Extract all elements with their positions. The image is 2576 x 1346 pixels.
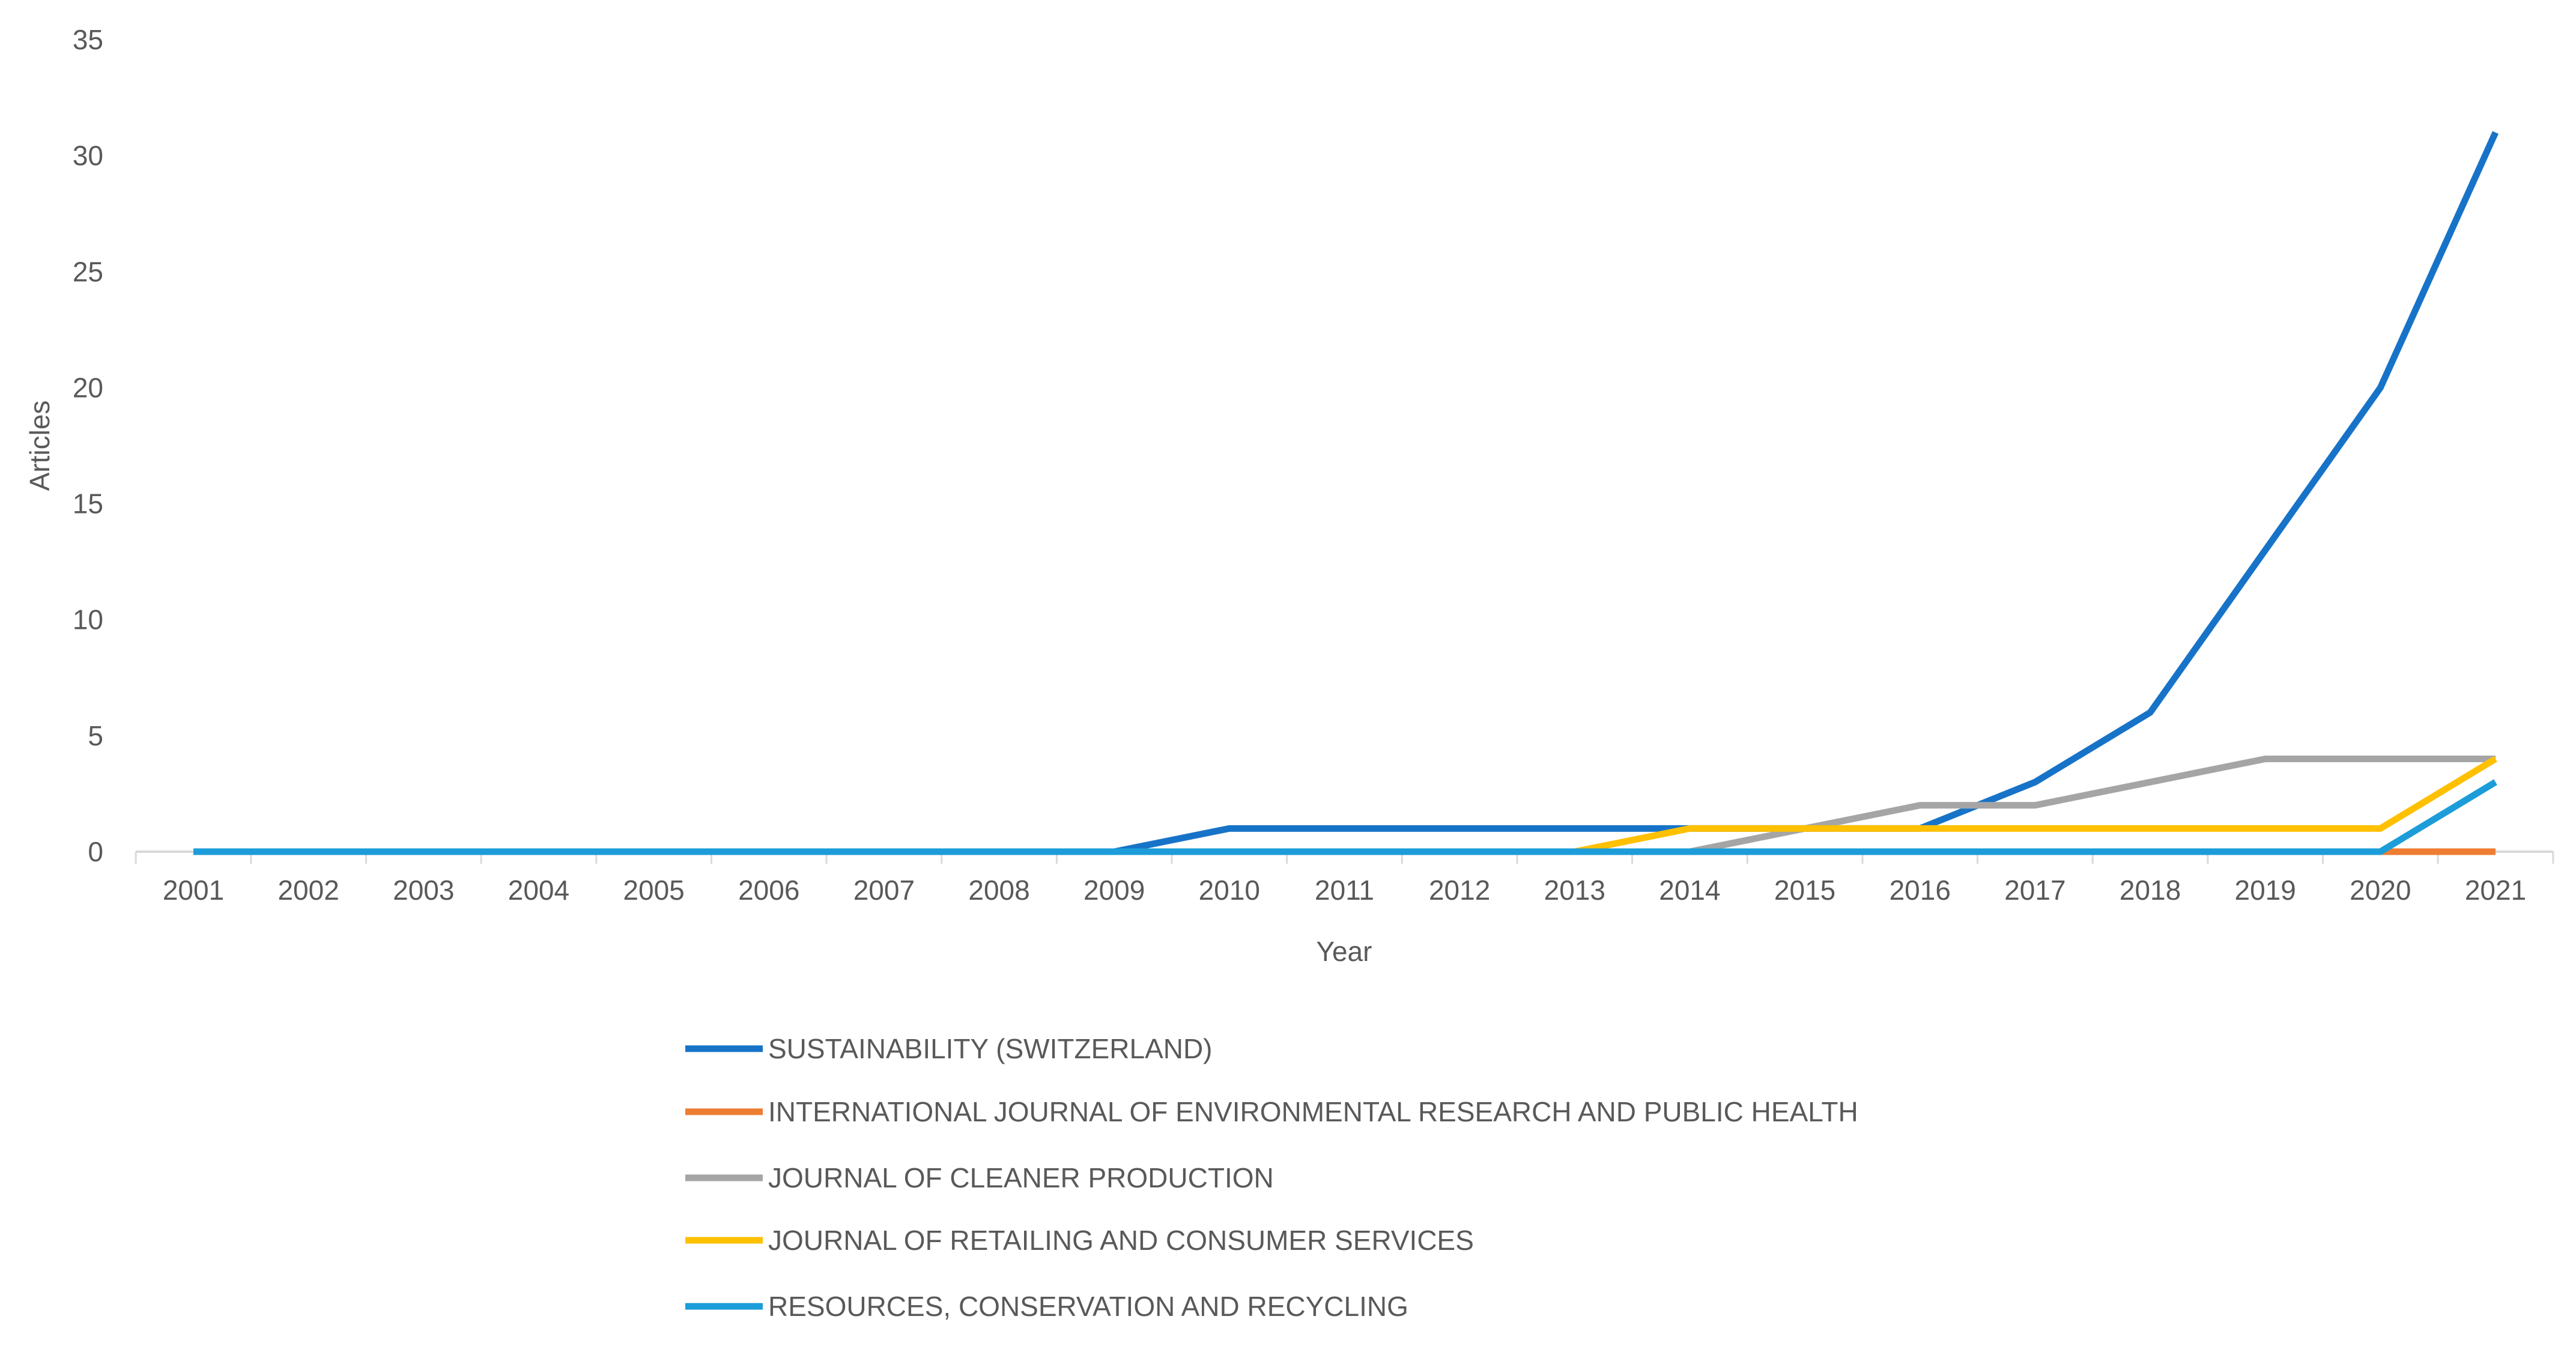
x-tick-label: 2001 xyxy=(163,875,224,906)
legend-item: JOURNAL OF CLEANER PRODUCTION xyxy=(685,1162,1274,1193)
x-tick-label: 2010 xyxy=(1199,875,1260,906)
x-tick-label: 2014 xyxy=(1659,875,1720,906)
y-tick-label: 30 xyxy=(73,140,103,171)
legend-label: RESOURCES, CONSERVATION AND RECYCLING xyxy=(768,1291,1408,1322)
legend-label: JOURNAL OF RETAILING AND CONSUMER SERVIC… xyxy=(768,1225,1474,1256)
x-tick-label: 2011 xyxy=(1315,875,1374,906)
y-tick-label: 5 xyxy=(88,720,103,751)
x-tick-label: 2019 xyxy=(2235,875,2296,906)
series-line-4 xyxy=(193,779,2497,855)
y-tick-label: 20 xyxy=(73,372,103,403)
x-tick-label: 2017 xyxy=(2004,875,2065,906)
x-tick-label: 2016 xyxy=(1890,875,1951,906)
x-tick-label: 2018 xyxy=(2120,875,2181,906)
x-tick-label: 2012 xyxy=(1429,875,1490,906)
x-tick-label: 2020 xyxy=(2350,875,2411,906)
legend-item: SUSTAINABILITY (SWITZERLAND) xyxy=(685,1033,1213,1064)
series-line-0 xyxy=(193,131,2499,855)
x-tick-label: 2008 xyxy=(968,875,1029,906)
x-tick-label: 2007 xyxy=(853,875,915,906)
legend-label: SUSTAINABILITY (SWITZERLAND) xyxy=(768,1033,1213,1064)
x-tick-label: 2013 xyxy=(1544,875,1605,906)
y-tick-label: 25 xyxy=(73,256,103,287)
legend-item: INTERNATIONAL JOURNAL OF ENVIRONMENTAL R… xyxy=(685,1096,1858,1127)
legend: SUSTAINABILITY (SWITZERLAND) INTERNATIONA… xyxy=(685,1033,1858,1322)
x-axis-title: Year xyxy=(1317,936,1372,967)
series-lines xyxy=(193,131,2499,855)
legend-label: JOURNAL OF CLEANER PRODUCTION xyxy=(768,1162,1274,1193)
x-axis: 2001 2002 2003 2004 2005 2006 2007 2008 2009 2010… xyxy=(135,850,2554,906)
x-tick-label: 2015 xyxy=(1774,875,1835,906)
legend-item: RESOURCES, CONSERVATION AND RECYCLING xyxy=(685,1291,1408,1322)
y-tick-label: 0 xyxy=(88,836,103,867)
x-tick-label: 2003 xyxy=(393,875,454,906)
legend-label: INTERNATIONAL JOURNAL OF ENVIRONMENTAL R… xyxy=(768,1096,1858,1127)
x-tick-label: 2005 xyxy=(623,875,684,906)
y-axis-ticks: 0 5 10 15 20 25 30 35 xyxy=(73,24,103,867)
y-tick-label: 15 xyxy=(73,488,103,520)
y-tick-label: 35 xyxy=(73,24,103,55)
x-tick-label: 2021 xyxy=(2465,875,2526,906)
y-tick-label: 10 xyxy=(73,604,103,635)
series-line-2 xyxy=(193,755,2496,855)
x-tick-label: 2006 xyxy=(738,875,799,906)
y-axis-title: Articles xyxy=(24,401,55,491)
series-line-3 xyxy=(193,756,2497,855)
x-tick-label: 2002 xyxy=(277,875,339,906)
x-tick-label: 2004 xyxy=(508,875,569,906)
legend-item: JOURNAL OF RETAILING AND CONSUMER SERVIC… xyxy=(685,1225,1474,1256)
x-tick-label: 2009 xyxy=(1083,875,1145,906)
